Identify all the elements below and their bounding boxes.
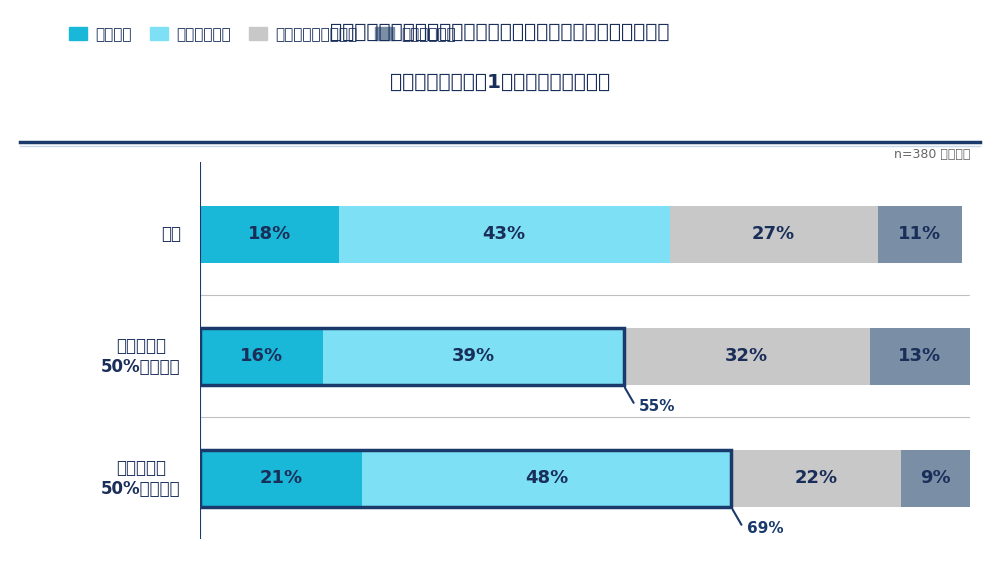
Text: 11%: 11% <box>898 226 942 244</box>
Bar <box>200 328 323 385</box>
Bar <box>901 450 970 508</box>
Text: 全体: 全体 <box>161 226 181 244</box>
Bar <box>731 450 901 508</box>
Text: 32%: 32% <box>725 347 768 365</box>
Bar <box>200 328 624 385</box>
Text: 27%: 27% <box>752 226 795 244</box>
Text: 有給取得率
50%以上の人: 有給取得率 50%以上の人 <box>101 459 181 498</box>
Bar <box>624 328 870 385</box>
Text: 18%: 18% <box>248 226 291 244</box>
Text: n=380 単一回答: n=380 単一回答 <box>894 148 970 161</box>
Bar <box>339 206 670 263</box>
Bar <box>362 450 731 508</box>
Text: 当てはまるものを1つ教えてください。: 当てはまるものを1つ教えてください。 <box>390 72 610 92</box>
Text: 69%: 69% <box>747 521 783 536</box>
Text: 13%: 13% <box>898 347 942 365</box>
Text: 43%: 43% <box>483 226 526 244</box>
Text: 9%: 9% <box>920 469 951 487</box>
Text: 48%: 48% <box>525 469 568 487</box>
Bar <box>878 206 962 263</box>
Bar <box>870 328 970 385</box>
Text: 「会社が制度の改善をしている、またはしようとしている」に: 「会社が制度の改善をしている、またはしようとしている」に <box>330 23 670 42</box>
Text: 39%: 39% <box>452 347 495 365</box>
Bar <box>200 450 362 508</box>
Text: 21%: 21% <box>259 469 302 487</box>
Bar <box>200 206 339 263</box>
Legend: そう思う, ややそう思う, あまりそう思わない, そう思わない: そう思う, ややそう思う, あまりそう思わない, そう思わない <box>69 27 456 42</box>
Text: 16%: 16% <box>240 347 283 365</box>
Bar <box>323 328 624 385</box>
Bar <box>200 450 731 508</box>
Text: 55%: 55% <box>639 399 675 414</box>
Text: 有給取得率
50%未満の人: 有給取得率 50%未満の人 <box>101 337 181 376</box>
Bar <box>670 206 878 263</box>
Text: 22%: 22% <box>794 469 838 487</box>
